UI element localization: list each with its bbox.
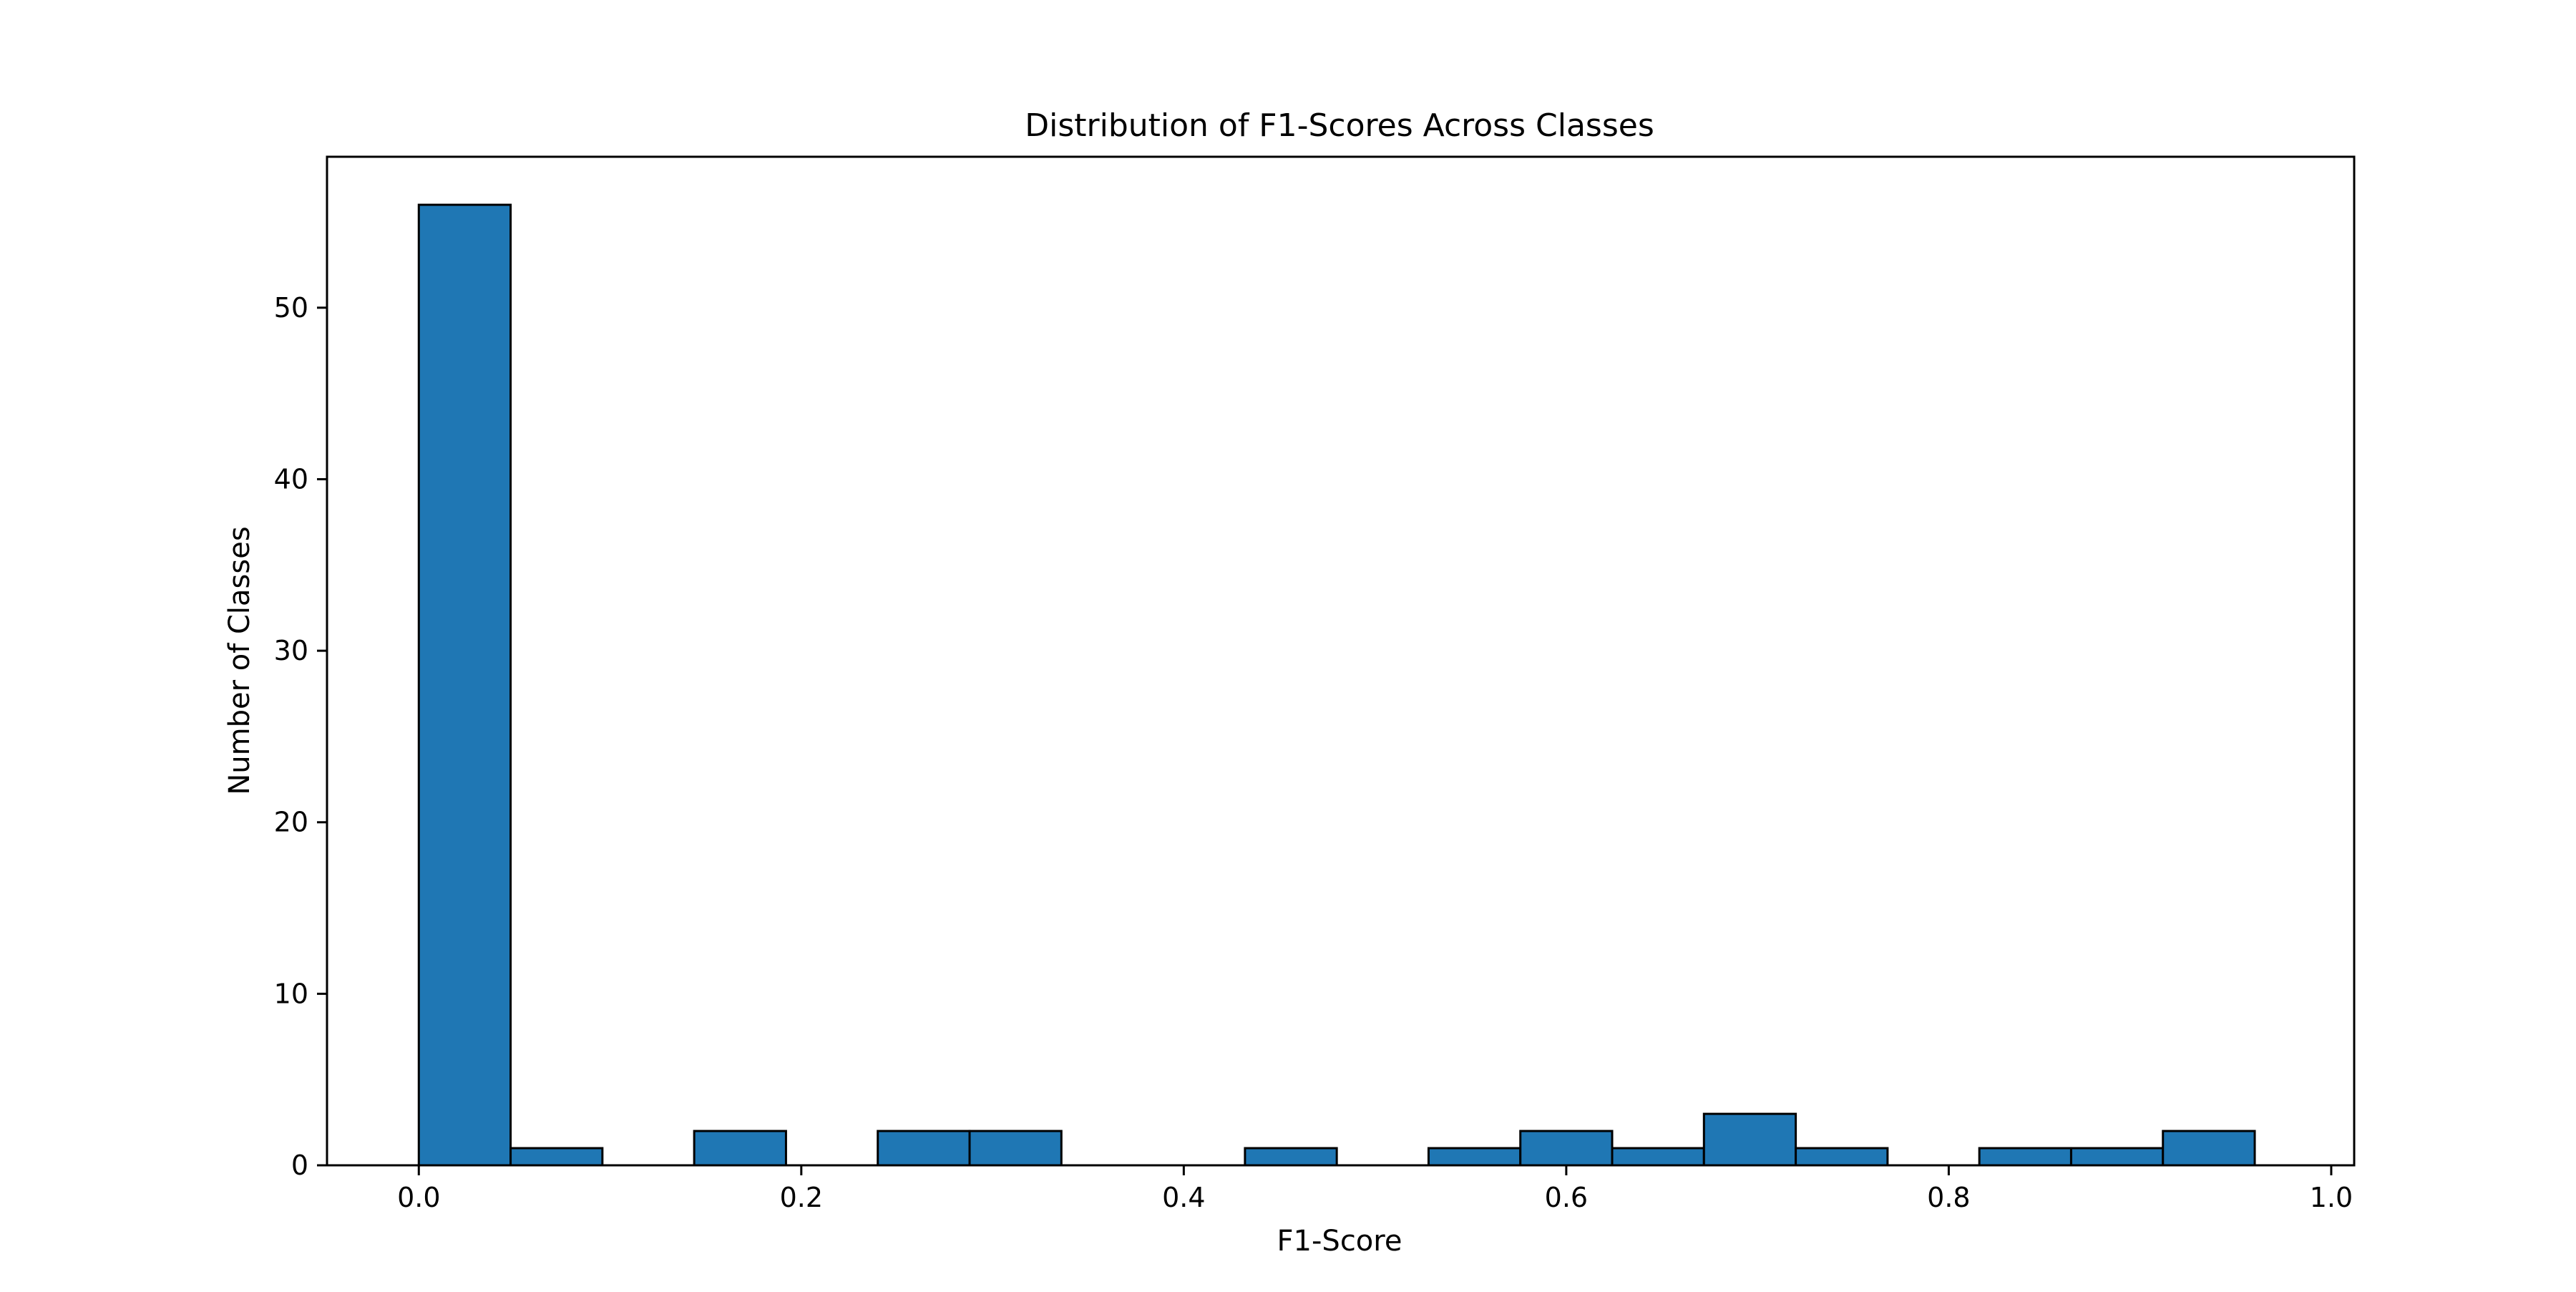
histogram-bar xyxy=(693,1130,787,1167)
y-axis-ticks: 0 10 20 30 40 50 xyxy=(274,292,327,1181)
x-axis-label: F1-Score xyxy=(1277,1225,1402,1258)
histogram-bar xyxy=(877,1130,971,1167)
bars-layer xyxy=(417,203,2256,1167)
histogram-bar xyxy=(1978,1147,2072,1167)
y-axis-label: Number of Classes xyxy=(223,526,256,795)
histogram-bar xyxy=(509,1147,604,1167)
histogram-bar xyxy=(1519,1130,1614,1167)
x-tick-label: 0.2 xyxy=(780,1182,823,1213)
x-tick-label: 0.0 xyxy=(397,1182,440,1213)
histogram-bar xyxy=(2069,1147,2165,1167)
y-tick-label: 10 xyxy=(274,978,308,1009)
x-tick-label: 0.6 xyxy=(1545,1182,1588,1213)
histogram-bar xyxy=(1702,1112,1797,1167)
x-tick-label: 0.8 xyxy=(1927,1182,1970,1213)
histogram-bar xyxy=(968,1130,1063,1167)
y-tick-label: 40 xyxy=(274,463,308,495)
y-tick-label: 20 xyxy=(274,807,308,838)
histogram-bar xyxy=(417,203,512,1167)
x-tick-label: 1.0 xyxy=(2310,1182,2353,1213)
histogram-bar xyxy=(1427,1147,1522,1167)
y-tick-label: 30 xyxy=(274,635,308,666)
x-tick-label: 0.4 xyxy=(1162,1182,1205,1213)
plot-frame xyxy=(326,155,2356,1167)
histogram-bar xyxy=(1611,1147,1705,1167)
histogram-bar xyxy=(1795,1147,1889,1167)
y-tick-label: 0 xyxy=(291,1150,308,1181)
x-axis-ticks: 0.0 0.2 0.4 0.6 0.8 1.0 xyxy=(397,1165,2353,1213)
histogram-bar xyxy=(1244,1147,1338,1167)
histogram-bar xyxy=(2162,1130,2256,1167)
y-tick-label: 50 xyxy=(274,292,308,324)
chart-title: Distribution of F1-Scores Across Classes xyxy=(1025,107,1654,144)
